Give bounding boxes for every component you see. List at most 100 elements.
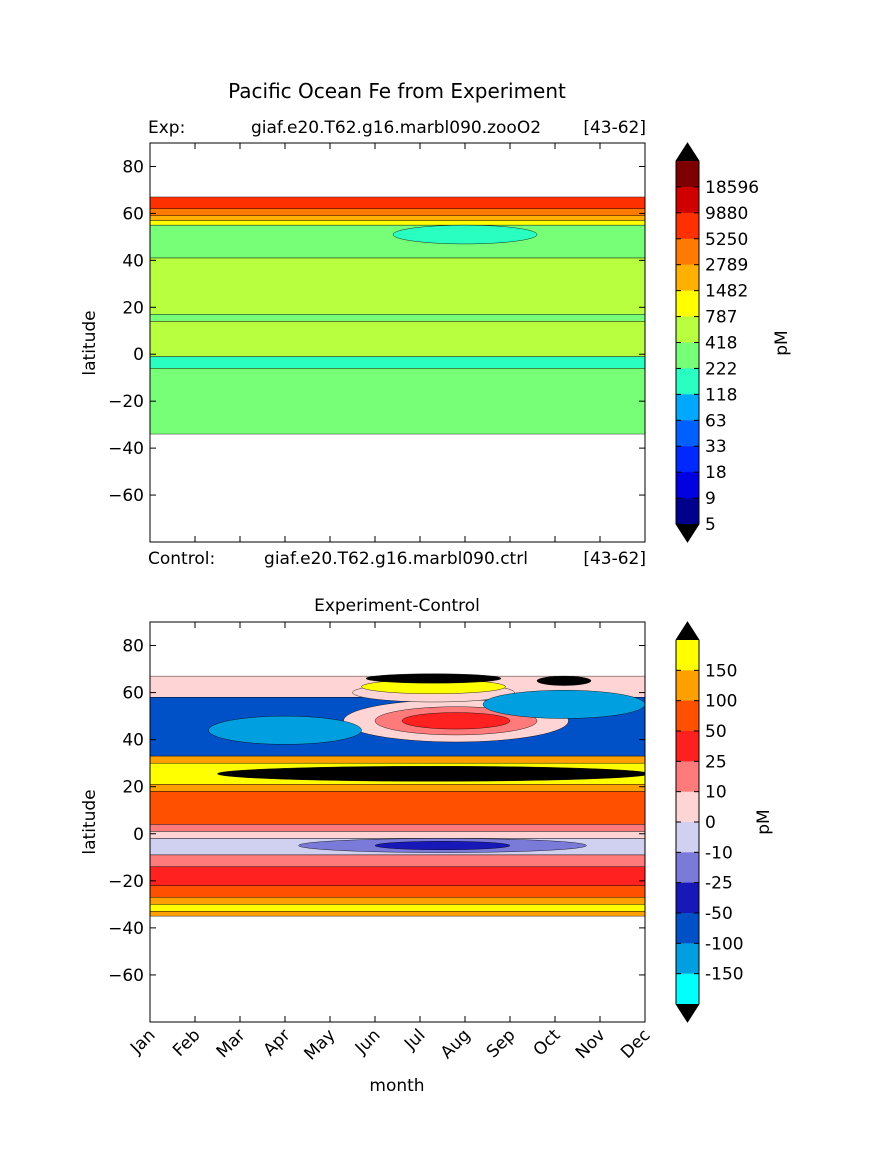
colorbar-segment-7	[676, 342, 699, 369]
x-tick-label: Jan	[126, 1025, 159, 1058]
colorbar-segment-0	[676, 161, 699, 188]
colorbar-tick-label: 9	[705, 489, 716, 509]
colorbar-segment-1	[676, 670, 699, 702]
bottom-ylabel: latitude	[80, 789, 100, 854]
contour-band-10	[150, 866, 645, 886]
contour-band-2	[150, 215, 645, 221]
y-tick-label: 40	[122, 251, 144, 271]
colorbar-segment-5	[676, 290, 699, 318]
control-years: [43-62]	[583, 549, 646, 569]
contour-band-13	[150, 904, 645, 912]
colorbar-segment-6	[676, 316, 699, 343]
colorbar-tick-label: 10	[705, 783, 727, 803]
contour-band-2	[150, 755, 645, 764]
top-ylabel: latitude	[80, 310, 100, 375]
colorbar-segment-8	[676, 882, 699, 914]
x-tick-label: Jul	[400, 1025, 429, 1054]
contour-band-3	[150, 220, 645, 226]
colorbar-segment-10	[676, 943, 699, 975]
colorbar-extend-max	[676, 622, 699, 640]
colorbar-tick-label: 118	[705, 385, 737, 405]
colorbar-tick-label: 18	[705, 463, 727, 483]
contour-fill	[150, 673, 645, 917]
colorbar-outline	[675, 621, 700, 1023]
colorbar-tick-label: -25	[705, 874, 733, 894]
contour-patch-9	[536, 675, 592, 686]
contour-patch-8	[482, 690, 645, 719]
colorbar-tick-label: 5250	[705, 230, 748, 250]
colorbar-tick-label: 18596	[705, 178, 759, 198]
contour-band-1	[150, 208, 645, 216]
y-tick-label: −20	[108, 392, 144, 412]
x-tick-label: Dec	[617, 1025, 654, 1062]
y-tick-label: 80	[122, 157, 144, 177]
colorbar-tick-label: 150	[705, 661, 737, 681]
contour-band-5	[150, 257, 645, 315]
contour-band-11	[150, 885, 645, 898]
top-contour-plot: 80 60 40 20 0 −20 −40 −60	[108, 142, 646, 543]
x-tick-label: Mar	[213, 1025, 250, 1062]
y-tick-label: 40	[122, 731, 144, 751]
colorbar-segment-10	[676, 420, 699, 447]
colorbar-segment-12	[676, 472, 699, 499]
colorbar-segment-11	[676, 973, 699, 1005]
x-tick-label: Jun	[351, 1025, 385, 1059]
colorbar-segment-6	[676, 822, 699, 853]
y-tick-label: 60	[122, 204, 144, 224]
bottom-colorbar-label: pM	[754, 809, 774, 834]
colorbar-segment-1	[676, 186, 699, 214]
x-tick-label: Nov	[572, 1025, 610, 1063]
control-case: giaf.e20.T62.g16.marbl090.ctrl	[264, 549, 528, 569]
colorbar-tick-label: 787	[705, 308, 737, 328]
contour-band-6	[150, 824, 645, 832]
y-tick-label: −20	[108, 872, 144, 892]
colorbar-tick-label: 63	[705, 411, 727, 431]
contour-patch-7	[365, 673, 502, 684]
bottom-panel-title: Experiment-Control	[314, 596, 480, 616]
exp-case: giaf.e20.T62.g16.marbl090.zooO2	[251, 118, 541, 138]
colorbar-segment-3	[676, 731, 699, 762]
top-colorbar-label: pM	[772, 330, 792, 355]
colorbar-tick-label: 100	[705, 692, 737, 712]
plot-frame	[149, 621, 646, 1023]
contour-band-4	[150, 224, 645, 259]
colorbar-tick-label: 418	[705, 334, 737, 354]
bottom-contour-plot: 80 60 40 20 0 −20 −40 −60 Jan Feb Mar Apr May Jun Jul A…	[108, 621, 655, 1064]
colorbar-segment-7	[676, 852, 699, 884]
colorbar-segment-9	[676, 394, 699, 421]
colorbar-tick-label: 1482	[705, 282, 748, 302]
colorbar-segment-8	[676, 368, 699, 395]
colorbar-tick-label: -10	[705, 843, 733, 863]
contour-band-6	[150, 314, 645, 322]
y-tick-label: −40	[108, 439, 144, 459]
contour-fill	[150, 196, 645, 435]
contour-patch-2	[401, 712, 511, 730]
colorbar-segment-4	[676, 761, 699, 793]
y-tick-label: 60	[122, 684, 144, 704]
y-tick-label: −60	[108, 966, 144, 986]
colorbar-tick-label: -150	[705, 965, 744, 985]
y-tick-label: 20	[122, 298, 144, 318]
colorbar-segment-9	[676, 913, 699, 944]
x-tick-label: Apr	[260, 1025, 295, 1060]
contour-band-14	[150, 911, 645, 917]
colorbar-extend-min	[676, 1004, 699, 1022]
x-tick-label: Feb	[169, 1025, 204, 1060]
colorbar-tick-label: 5	[705, 515, 716, 535]
y-tick-label: 0	[133, 345, 144, 365]
control-label: Control:	[148, 549, 215, 569]
colorbar-segment-13	[676, 498, 699, 525]
colorbar-extend-max	[676, 143, 699, 161]
contour-band-12	[150, 897, 645, 905]
contour-band-7	[150, 831, 645, 839]
colorbar-tick-label: -50	[705, 904, 733, 924]
colorbar-segment-2	[676, 212, 699, 240]
colorbar-segment-2	[676, 700, 699, 732]
contour-patch-3	[208, 715, 362, 745]
colorbar-tick-label: -100	[705, 934, 744, 954]
top-colorbar: 18596 9880 5250 2789 1482 787 418 222 118 63 33 18 9…	[675, 142, 759, 543]
colorbar-tick-label: 50	[705, 722, 727, 742]
colorbar-tick-label: 2789	[705, 256, 748, 276]
